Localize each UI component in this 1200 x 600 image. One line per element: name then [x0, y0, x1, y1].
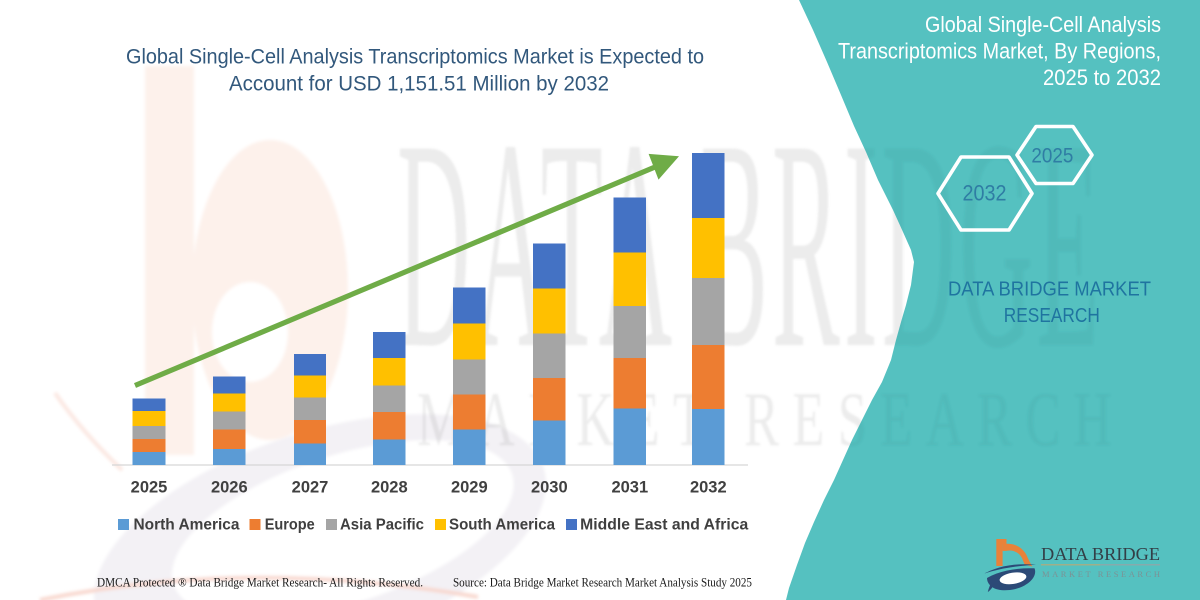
svg-text:RESEARCH: RESEARCH [1004, 305, 1100, 327]
svg-text:DMCA Protected ® Data Bridge M: DMCA Protected ® Data Bridge Market Rese… [97, 575, 423, 590]
svg-text:2032: 2032 [963, 181, 1007, 206]
svg-text:Global Single-Cell Analysis: Global Single-Cell Analysis [925, 12, 1161, 37]
svg-text:2032: 2032 [690, 479, 727, 497]
svg-text:Asia Pacific: Asia Pacific [340, 517, 424, 534]
svg-text:2026: 2026 [211, 479, 248, 497]
svg-text:MARKET RESEARCH: MARKET RESEARCH [1042, 569, 1160, 579]
svg-text:DATA BRIDGE MARKET: DATA BRIDGE MARKET [948, 279, 1151, 301]
svg-text:DATA BRIDGE: DATA BRIDGE [1041, 544, 1160, 564]
svg-text:North America: North America [134, 517, 240, 534]
svg-text:2025 to 2032: 2025 to 2032 [1043, 65, 1161, 90]
svg-text:2027: 2027 [292, 479, 329, 497]
svg-text:2028: 2028 [371, 479, 408, 497]
svg-text:Global Single-Cell Analysis Tr: Global Single-Cell Analysis Transcriptom… [126, 45, 704, 69]
svg-text:Europe: Europe [265, 517, 315, 534]
svg-text:2025: 2025 [131, 479, 168, 497]
svg-text:2030: 2030 [531, 479, 568, 497]
svg-text:Transcriptomics Market, By Reg: Transcriptomics Market, By Regions, [838, 39, 1161, 64]
svg-text:Middle East and Africa: Middle East and Africa [580, 517, 748, 534]
svg-text:Account for USD 1,151.51 Milli: Account for USD 1,151.51 Million by 2032 [229, 72, 609, 96]
svg-text:Source: Data Bridge Market Res: Source: Data Bridge Market Research Mark… [453, 575, 752, 590]
svg-text:2031: 2031 [611, 479, 648, 497]
svg-text:South America: South America [449, 517, 555, 534]
svg-text:MARKET RESEARCH: MARKET RESEARCH [417, 376, 1125, 462]
svg-text:2029: 2029 [451, 479, 488, 497]
svg-text:2025: 2025 [1031, 145, 1073, 168]
